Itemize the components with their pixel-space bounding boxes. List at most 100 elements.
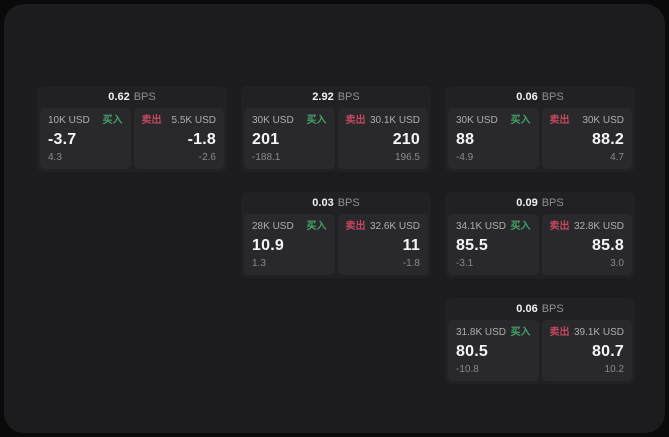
buy-price: -3.7	[48, 130, 77, 148]
buy-quote-tile[interactable]: 28K USD 买入 10.9 1.3	[244, 214, 335, 275]
bps-header: 0.62 BPS	[37, 86, 227, 106]
buy-tile-top: 31.8K USD 买入	[456, 327, 531, 338]
buy-sub-value: -188.1	[252, 152, 281, 163]
sell-amount: 30K USD	[582, 115, 624, 126]
buy-quote-tile[interactable]: 31.8K USD 买入 80.5 -10.8	[448, 320, 539, 381]
buy-sub-value: 4.3	[48, 152, 62, 163]
sell-sub-value: 196.5	[394, 152, 420, 163]
sell-side-label: 卖出	[549, 221, 570, 232]
buy-tile-top: 34.1K USD 买入	[456, 221, 531, 232]
buy-price: 201	[252, 130, 280, 148]
bps-header: 0.06 BPS	[445, 86, 635, 106]
buy-amount: 31.8K USD	[456, 327, 507, 338]
sell-sub-value: 4.7	[610, 152, 624, 163]
quote-body: 34.1K USD 买入 85.5 -3.1 卖出 32.8K USD 85.8…	[445, 212, 635, 278]
buy-amount: 10K USD	[48, 115, 90, 126]
sell-side-label: 卖出	[345, 221, 366, 232]
buy-tile-top: 28K USD 买入	[252, 221, 327, 232]
buy-side-label: 买入	[510, 221, 531, 232]
buy-price: 80.5	[456, 342, 488, 360]
quote-card: 0.09 BPS 34.1K USD 买入 85.5 -3.1 卖出 32.8K…	[445, 192, 635, 278]
sell-sub-value: 3.0	[610, 258, 624, 269]
bps-unit: BPS	[541, 196, 564, 209]
sell-quote-tile[interactable]: 卖出 30.1K USD 210 196.5	[337, 108, 428, 169]
sell-price: 80.7	[592, 342, 624, 360]
bps-header: 2.92 BPS	[241, 86, 431, 106]
buy-amount: 34.1K USD	[456, 221, 507, 232]
sell-quote-tile[interactable]: 卖出 30K USD 88.2 4.7	[541, 108, 632, 169]
buy-side-label: 买入	[510, 327, 531, 338]
sell-amount: 32.6K USD	[369, 221, 420, 232]
sell-amount: 39.1K USD	[573, 327, 624, 338]
sell-amount: 5.5K USD	[171, 115, 216, 126]
buy-side-label: 买入	[102, 115, 123, 126]
sell-side-label: 卖出	[549, 115, 570, 126]
buy-amount: 30K USD	[252, 115, 294, 126]
buy-amount: 30K USD	[456, 115, 498, 126]
sell-tile-top: 卖出 39.1K USD	[550, 327, 625, 338]
sell-sub-value: -1.8	[402, 258, 420, 269]
sell-price: 210	[392, 130, 420, 148]
bps-value: 0.03	[312, 196, 334, 209]
sell-tile-top: 卖出 5.5K USD	[142, 115, 217, 126]
buy-quote-tile[interactable]: 30K USD 买入 201 -188.1	[244, 108, 335, 169]
sell-tile-top: 卖出 30.1K USD	[346, 115, 421, 126]
bps-header: 0.06 BPS	[445, 298, 635, 318]
bps-value: 0.09	[516, 196, 538, 209]
sell-side-label: 卖出	[345, 115, 366, 126]
sell-tile-top: 卖出 32.6K USD	[346, 221, 421, 232]
quote-card: 0.06 BPS 30K USD 买入 88 -4.9 卖出 30K USD	[445, 86, 635, 172]
bps-value: 0.62	[108, 90, 130, 103]
sell-price: -1.8	[187, 130, 216, 148]
buy-tile-top: 10K USD 买入	[48, 115, 123, 126]
bps-header: 0.03 BPS	[241, 192, 431, 212]
sell-price: 88.2	[592, 130, 624, 148]
quote-card-grid: 0.62 BPS 10K USD 买入 -3.7 4.3 卖出 5.5K USD	[37, 86, 635, 384]
buy-sub-value: -3.1	[456, 258, 474, 269]
buy-tile-top: 30K USD 买入	[252, 115, 327, 126]
buy-side-label: 买入	[306, 115, 327, 126]
buy-quote-tile[interactable]: 30K USD 买入 88 -4.9	[448, 108, 539, 169]
sell-quote-tile[interactable]: 卖出 39.1K USD 80.7 10.2	[541, 320, 632, 381]
buy-quote-tile[interactable]: 10K USD 买入 -3.7 4.3	[40, 108, 131, 169]
sell-sub-value: -2.6	[198, 152, 216, 163]
bps-header: 0.09 BPS	[445, 192, 635, 212]
buy-tile-top: 30K USD 买入	[456, 115, 531, 126]
quote-card: 0.06 BPS 31.8K USD 买入 80.5 -10.8 卖出 39.1…	[445, 298, 635, 384]
sell-side-label: 卖出	[141, 115, 162, 126]
quote-body: 10K USD 买入 -3.7 4.3 卖出 5.5K USD -1.8 -2.…	[37, 106, 227, 172]
bps-value: 0.06	[516, 90, 538, 103]
buy-sub-value: -4.9	[456, 152, 474, 163]
buy-side-label: 买入	[510, 115, 531, 126]
quote-card: 0.62 BPS 10K USD 买入 -3.7 4.3 卖出 5.5K USD	[37, 86, 227, 172]
sell-side-label: 卖出	[549, 327, 570, 338]
buy-price: 10.9	[252, 236, 284, 254]
sell-amount: 30.1K USD	[369, 115, 420, 126]
quote-body: 30K USD 买入 201 -188.1 卖出 30.1K USD 210 1…	[241, 106, 431, 172]
bps-unit: BPS	[541, 302, 564, 315]
buy-side-label: 买入	[306, 221, 327, 232]
sell-amount: 32.8K USD	[573, 221, 624, 232]
bps-unit: BPS	[337, 90, 360, 103]
sell-price: 85.8	[592, 236, 624, 254]
sell-sub-value: 10.2	[604, 364, 624, 375]
buy-price: 85.5	[456, 236, 488, 254]
quote-card: 2.92 BPS 30K USD 买入 201 -188.1 卖出 30.1K …	[241, 86, 431, 172]
bps-value: 2.92	[312, 90, 334, 103]
buy-amount: 28K USD	[252, 221, 294, 232]
sell-quote-tile[interactable]: 卖出 32.8K USD 85.8 3.0	[541, 214, 632, 275]
buy-sub-value: -10.8	[456, 364, 479, 375]
sell-price: 11	[402, 236, 420, 254]
buy-quote-tile[interactable]: 34.1K USD 买入 85.5 -3.1	[448, 214, 539, 275]
sell-quote-tile[interactable]: 卖出 5.5K USD -1.8 -2.6	[133, 108, 224, 169]
quote-body: 30K USD 买入 88 -4.9 卖出 30K USD 88.2 4.7	[445, 106, 635, 172]
bps-value: 0.06	[516, 302, 538, 315]
quote-card: 0.03 BPS 28K USD 买入 10.9 1.3 卖出 32.6K US…	[241, 192, 431, 278]
bps-unit: BPS	[337, 196, 360, 209]
bps-unit: BPS	[541, 90, 564, 103]
bps-unit: BPS	[133, 90, 156, 103]
sell-tile-top: 卖出 32.8K USD	[550, 221, 625, 232]
sell-quote-tile[interactable]: 卖出 32.6K USD 11 -1.8	[337, 214, 428, 275]
buy-price: 88	[456, 130, 475, 148]
